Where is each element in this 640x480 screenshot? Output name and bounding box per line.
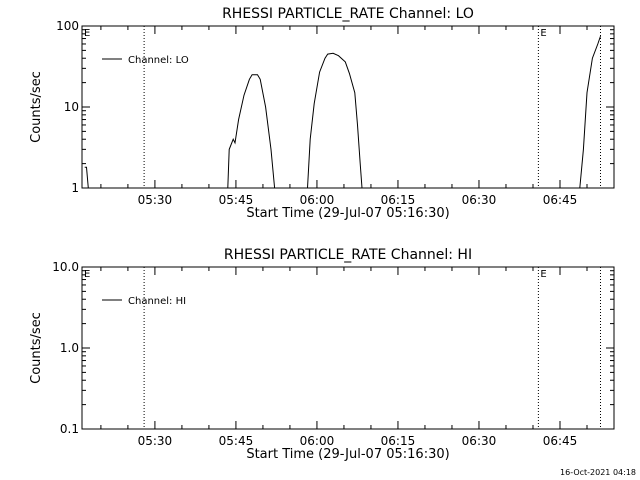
- x-tick-label: 05:30: [138, 434, 173, 448]
- event-marker-label: E: [84, 269, 90, 280]
- x-axis-label: Start Time (29-Jul-07 05:16:30): [246, 447, 449, 462]
- x-tick-label: 06:15: [381, 193, 416, 207]
- event-marker-label: E: [540, 269, 546, 280]
- chart-panel-1: [81, 25, 615, 189]
- x-tick-label: 06:15: [381, 434, 416, 448]
- x-tick-label: 05:30: [138, 193, 173, 207]
- chart-title: RHESSI PARTICLE_RATE Channel: HI: [224, 247, 472, 263]
- plot-frame: [81, 266, 615, 430]
- x-tick-label: 06:30: [462, 434, 497, 448]
- chart-title: RHESSI PARTICLE_RATE Channel: LO: [222, 6, 474, 22]
- legend-label: Channel: LO: [128, 55, 189, 66]
- y-tick-label: 100: [56, 19, 79, 33]
- x-tick-label: 06:45: [543, 434, 578, 448]
- plot-frame: [81, 25, 615, 189]
- x-axis-label: Start Time (29-Jul-07 05:16:30): [246, 206, 449, 221]
- x-tick-label: 05:45: [219, 193, 254, 207]
- x-tick-label: 06:45: [543, 193, 578, 207]
- chart-panel-2: [81, 266, 615, 430]
- x-tick-label: 06:00: [300, 193, 335, 207]
- series-line: [307, 52, 363, 189]
- y-tick-label: 10.0: [52, 260, 79, 274]
- event-marker-label: E: [540, 28, 546, 39]
- series-line: [579, 35, 601, 189]
- series-line: [227, 74, 276, 189]
- y-tick-label: 10: [64, 100, 79, 114]
- y-tick-label: 0.1: [60, 422, 79, 436]
- y-axis-label: Counts/sec: [29, 71, 44, 143]
- y-tick-label: 1: [71, 181, 79, 195]
- footer-timestamp: 16-Oct-2021 04:18: [560, 468, 636, 477]
- event-marker-label: E: [84, 28, 90, 39]
- legend-label: Channel: HI: [128, 296, 186, 307]
- y-axis-label: Counts/sec: [29, 312, 44, 384]
- y-tick-label: 1.0: [60, 341, 79, 355]
- x-tick-label: 06:00: [300, 434, 335, 448]
- x-tick-label: 06:30: [462, 193, 497, 207]
- x-tick-label: 05:45: [219, 434, 254, 448]
- series-line: [84, 166, 89, 189]
